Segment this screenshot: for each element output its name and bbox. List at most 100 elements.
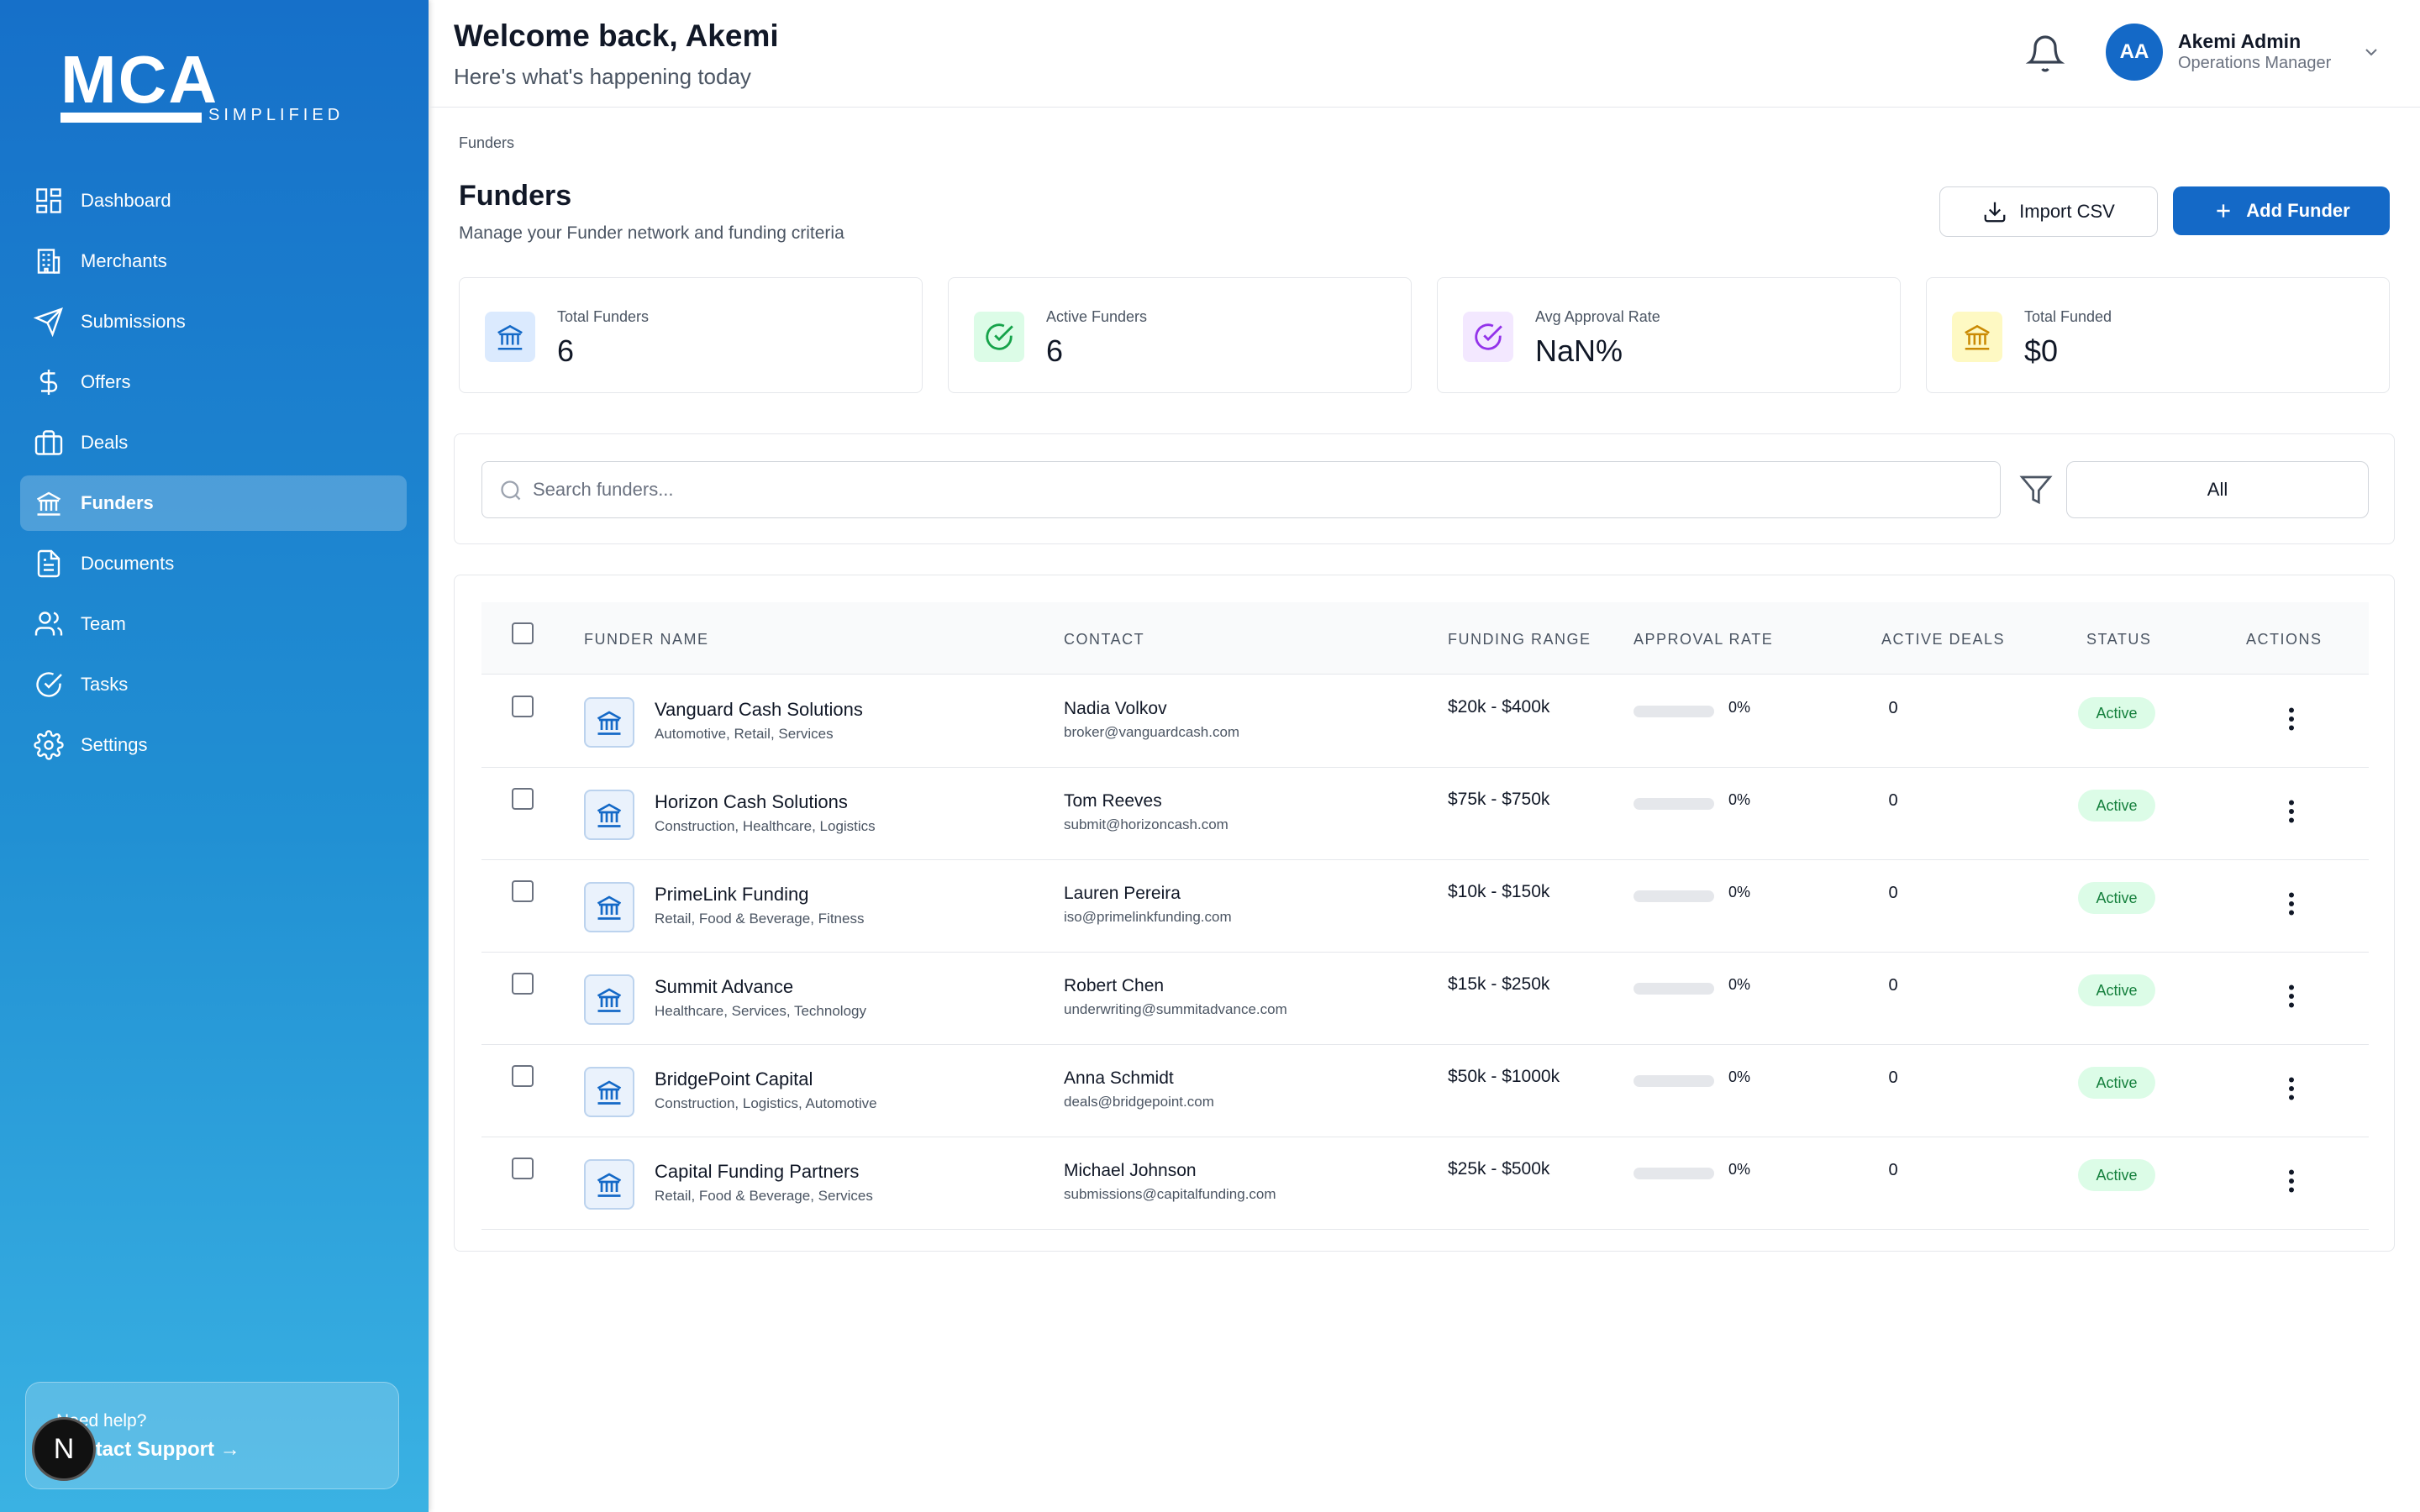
funder-icon-box (584, 882, 634, 932)
funder-name[interactable]: Summit Advance (655, 976, 794, 997)
dollar-icon (39, 370, 58, 395)
funders-table: FUNDER NAME CONTACT FUNDING RANGE APPROV… (454, 575, 2395, 1252)
contact-name: Nadia Volkov (1064, 699, 1167, 718)
more-vertical-icon[interactable] (2276, 1166, 2307, 1196)
contact-name: Anna Schmidt (1064, 1068, 1174, 1088)
row-checkbox[interactable] (512, 788, 534, 810)
more-vertical-icon[interactable] (2276, 889, 2307, 919)
stat-value: $0 (2024, 333, 2059, 368)
stat-icon-box (974, 312, 1024, 362)
sidebar-item-submissions[interactable]: Submissions (20, 294, 407, 349)
stat-value: NaN% (1535, 333, 1623, 368)
funder-name[interactable]: PrimeLink Funding (655, 884, 809, 905)
row-checkbox[interactable] (512, 696, 534, 717)
funder-name[interactable]: Capital Funding Partners (655, 1161, 860, 1182)
contact-name: Michael Johnson (1064, 1161, 1197, 1180)
column-header-status[interactable]: STATUS (2086, 631, 2152, 648)
more-vertical-icon[interactable] (2276, 981, 2307, 1011)
column-header-contact[interactable]: CONTACT (1064, 631, 1145, 648)
contact-name: Robert Chen (1064, 976, 1165, 995)
table-row[interactable]: Summit Advance Healthcare, Services, Tech… (481, 953, 2369, 1045)
sidebar-item-dashboard[interactable]: Dashboard (20, 173, 407, 228)
funder-name[interactable]: Vanguard Cash Solutions (655, 699, 863, 720)
download-icon (1984, 202, 2006, 223)
more-vertical-icon[interactable] (2276, 704, 2307, 734)
more-vertical-icon[interactable] (2276, 796, 2307, 827)
sidebar-item-label: Documents (81, 553, 175, 574)
contact-name: Lauren Pereira (1064, 884, 1181, 903)
contact-name: Tom Reeves (1064, 791, 1162, 811)
row-checkbox[interactable] (512, 880, 534, 902)
funder-name[interactable]: BridgePoint Capital (655, 1068, 813, 1089)
column-header-active-deals[interactable]: ACTIVE DEALS (1881, 631, 2006, 648)
table-row[interactable]: BridgePoint Capital Construction, Logisti… (481, 1045, 2369, 1137)
funder-industries: Healthcare, Services, Technology (655, 1003, 866, 1019)
sidebar-item-merchants[interactable]: Merchants (20, 234, 407, 289)
logo[interactable]: MCA SIMPLIFIED (60, 42, 339, 134)
row-checkbox[interactable] (512, 973, 534, 995)
column-header-funder-name[interactable]: FUNDER NAME (584, 631, 709, 648)
page-title: Funders (459, 180, 572, 212)
stat-icon-box (1952, 312, 2002, 362)
bank-icon (597, 895, 622, 920)
sidebar-item-funders[interactable]: Funders (20, 475, 407, 531)
active-deals-count: 0 (1888, 884, 1898, 902)
funding-range: $75k - $750k (1448, 790, 1550, 809)
status-filter-select[interactable]: All (2066, 461, 2369, 518)
sidebar-item-tasks[interactable]: Tasks (20, 657, 407, 712)
dev-tools-badge[interactable]: N (32, 1417, 96, 1481)
table-row[interactable]: Capital Funding Partners Retail, Food & B… (481, 1137, 2369, 1230)
contact-email: underwriting@summitadvance.com (1064, 1001, 1287, 1017)
more-vertical-icon[interactable] (2276, 1074, 2307, 1104)
chevron-down-icon[interactable] (2361, 42, 2381, 62)
search-input[interactable] (533, 462, 1978, 517)
select-all-checkbox[interactable] (512, 622, 534, 644)
funder-icon-box (584, 1067, 634, 1117)
table-row[interactable]: PrimeLink Funding Retail, Food & Beverage… (481, 860, 2369, 953)
filter-icon[interactable] (2019, 473, 2053, 507)
sidebar-item-team[interactable]: Team (20, 596, 407, 652)
bank-icon (597, 1080, 622, 1105)
user-name[interactable]: Akemi Admin (2178, 30, 2302, 52)
user-role: Operations Manager (2178, 54, 2332, 72)
row-checkbox[interactable] (512, 1158, 534, 1179)
sidebar-item-documents[interactable]: Documents (20, 536, 407, 591)
funder-industries: Retail, Food & Beverage, Fitness (655, 911, 865, 927)
import-csv-label: Import CSV (2019, 201, 2115, 222)
table-row[interactable]: Vanguard Cash Solutions Automotive, Retai… (481, 675, 2369, 768)
sidebar-item-settings[interactable]: Settings (20, 717, 407, 773)
funder-icon-box (584, 1159, 634, 1210)
approval-rate-bar (1634, 983, 1714, 995)
add-funder-button[interactable]: Add Funder (2173, 186, 2390, 235)
sidebar-item-offers[interactable]: Offers (20, 354, 407, 410)
active-deals-count: 0 (1888, 976, 1898, 995)
row-checkbox[interactable] (512, 1065, 534, 1087)
building-icon (37, 249, 60, 274)
funder-name[interactable]: Horizon Cash Solutions (655, 791, 848, 812)
bank-icon (597, 988, 622, 1012)
top-header: Welcome back, Akemi Here's what's happen… (429, 0, 2420, 108)
sidebar-item-label: Settings (81, 734, 148, 755)
sidebar-item-label: Funders (81, 492, 154, 513)
approval-rate-value: 0% (1728, 976, 1751, 993)
column-header-funding-range[interactable]: FUNDING RANGE (1448, 631, 1591, 648)
funder-industries: Construction, Logistics, Automotive (655, 1095, 877, 1111)
bank-icon (36, 491, 61, 516)
bank-icon (497, 324, 523, 350)
column-header-approval-rate[interactable]: APPROVAL RATE (1634, 631, 1774, 648)
bell-icon[interactable] (2025, 34, 2065, 74)
check-circle-icon (1475, 323, 1502, 350)
avatar[interactable]: AA (2106, 24, 2163, 81)
logo-underline (60, 113, 202, 123)
funding-range: $50k - $1000k (1448, 1067, 1560, 1086)
plus-icon (2217, 204, 2230, 218)
funder-icon-box (584, 790, 634, 840)
funder-industries: Construction, Healthcare, Logistics (655, 818, 876, 834)
approval-rate-bar (1634, 706, 1714, 717)
contact-email: broker@vanguardcash.com (1064, 724, 1240, 740)
stat-value: 6 (1046, 333, 1064, 368)
table-row[interactable]: Horizon Cash Solutions Construction, Heal… (481, 768, 2369, 860)
breadcrumb[interactable]: Funders (459, 134, 515, 151)
import-csv-button[interactable]: Import CSV (1939, 186, 2158, 237)
sidebar-item-deals[interactable]: Deals (20, 415, 407, 470)
